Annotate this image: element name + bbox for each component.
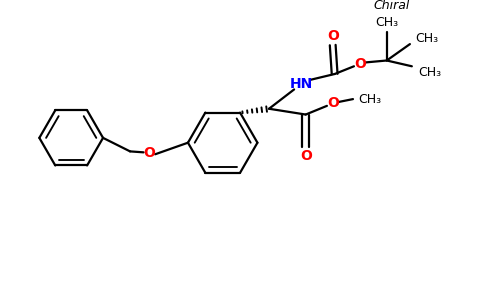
Text: O: O — [327, 29, 339, 44]
Text: CH₃: CH₃ — [419, 66, 442, 79]
Text: CH₃: CH₃ — [415, 32, 438, 45]
Text: O: O — [300, 149, 312, 163]
Text: CH₃: CH₃ — [375, 16, 398, 29]
Text: CH₃: CH₃ — [358, 93, 381, 106]
Text: Chiral: Chiral — [373, 0, 410, 12]
Text: O: O — [327, 96, 339, 110]
Text: O: O — [354, 57, 366, 71]
Text: HN: HN — [290, 77, 314, 91]
Text: O: O — [143, 146, 155, 160]
